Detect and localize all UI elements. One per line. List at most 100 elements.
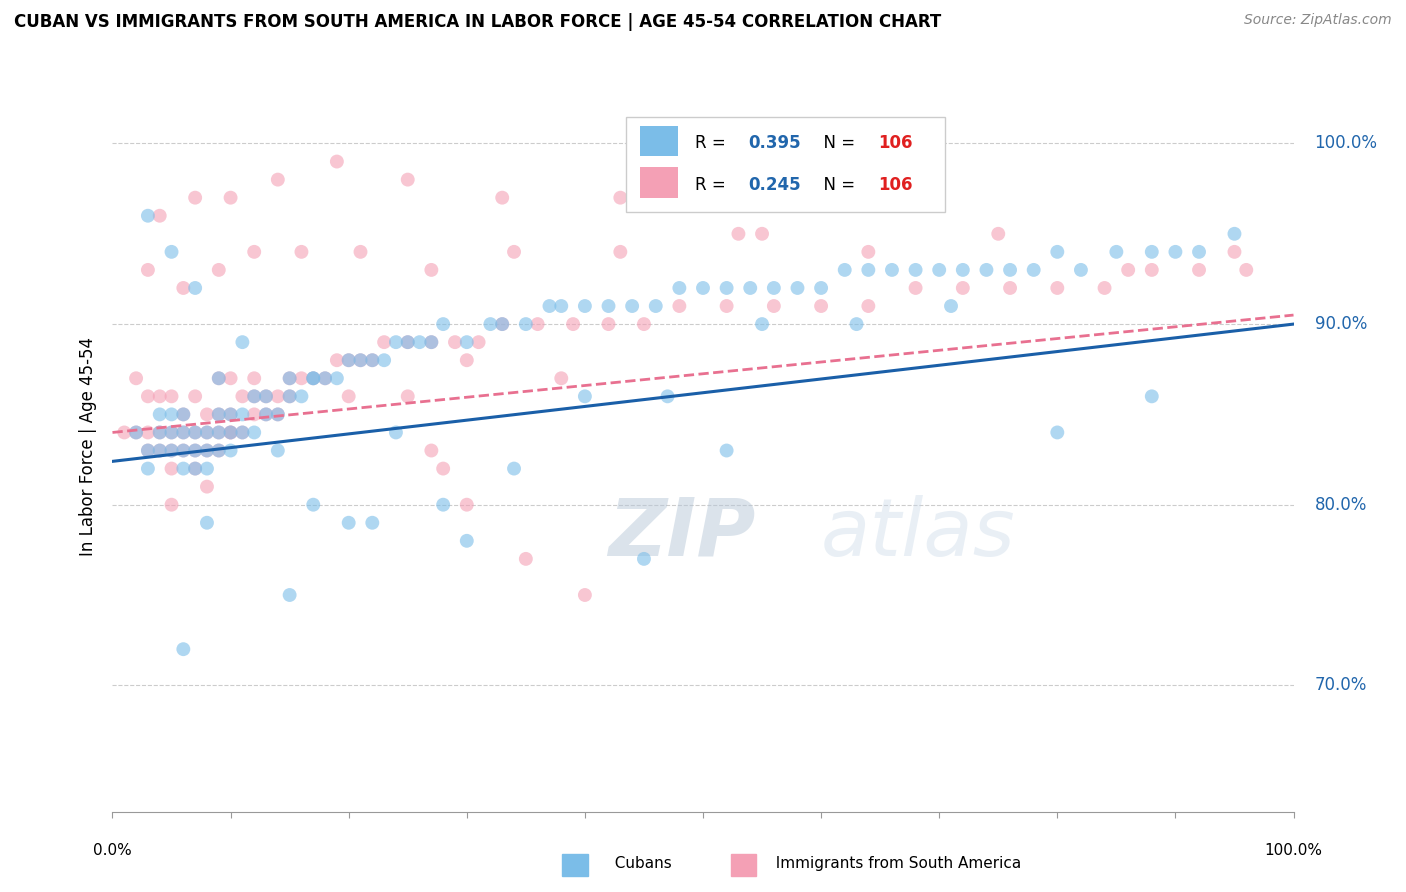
Point xyxy=(160,425,183,440)
Point xyxy=(160,443,183,458)
Point xyxy=(349,353,371,368)
Point xyxy=(396,389,419,403)
Point xyxy=(1140,244,1163,259)
Point xyxy=(278,389,301,403)
Point xyxy=(904,263,927,277)
Point xyxy=(208,263,231,277)
Point xyxy=(574,389,596,403)
Point xyxy=(172,281,194,295)
Text: 80.0%: 80.0% xyxy=(1315,496,1367,514)
Point xyxy=(184,389,207,403)
Point xyxy=(290,244,312,259)
Point xyxy=(432,498,454,512)
Point xyxy=(337,353,360,368)
Point xyxy=(408,335,430,350)
Point xyxy=(219,408,242,422)
Point xyxy=(254,408,277,422)
Text: 106: 106 xyxy=(879,177,912,194)
Point xyxy=(112,425,135,440)
Point xyxy=(149,443,172,458)
Point xyxy=(172,461,194,475)
Point xyxy=(231,389,253,403)
Point xyxy=(172,408,194,422)
Point xyxy=(491,317,513,331)
Point xyxy=(172,408,194,422)
Point xyxy=(136,443,159,458)
Point xyxy=(1223,227,1246,241)
Point xyxy=(337,516,360,530)
Point xyxy=(184,425,207,440)
Point xyxy=(160,389,183,403)
Point xyxy=(420,335,443,350)
Point xyxy=(998,281,1021,295)
Point xyxy=(420,263,443,277)
Text: 106: 106 xyxy=(879,135,912,153)
Point xyxy=(149,443,172,458)
Point xyxy=(208,425,231,440)
Point xyxy=(243,244,266,259)
Text: Cubans: Cubans xyxy=(605,856,671,871)
Point xyxy=(149,389,172,403)
Point xyxy=(184,191,207,205)
Point xyxy=(740,281,762,295)
Text: Source: ZipAtlas.com: Source: ZipAtlas.com xyxy=(1244,13,1392,28)
Text: N =: N = xyxy=(814,135,860,153)
Text: CUBAN VS IMMIGRANTS FROM SOUTH AMERICA IN LABOR FORCE | AGE 45-54 CORRELATION CH: CUBAN VS IMMIGRANTS FROM SOUTH AMERICA I… xyxy=(14,13,941,31)
Point xyxy=(858,299,880,313)
Point xyxy=(219,425,242,440)
Text: Immigrants from South America: Immigrants from South America xyxy=(766,856,1022,871)
Point xyxy=(952,263,974,277)
Point xyxy=(515,317,537,331)
Point xyxy=(314,371,336,385)
Point xyxy=(208,408,231,422)
Point xyxy=(314,371,336,385)
Point xyxy=(125,425,148,440)
Text: ZIP: ZIP xyxy=(609,495,756,573)
Point xyxy=(503,244,526,259)
Bar xyxy=(640,126,678,156)
Point xyxy=(904,281,927,295)
Point xyxy=(278,371,301,385)
Point xyxy=(184,443,207,458)
Point xyxy=(184,461,207,475)
Point xyxy=(172,425,194,440)
Point xyxy=(208,408,231,422)
Point xyxy=(538,299,561,313)
Point xyxy=(149,425,172,440)
Point xyxy=(219,425,242,440)
Text: atlas: atlas xyxy=(821,495,1017,573)
Point xyxy=(149,425,172,440)
Point xyxy=(834,263,856,277)
Point xyxy=(267,408,290,422)
Point xyxy=(550,299,572,313)
Point xyxy=(574,588,596,602)
Point xyxy=(1046,425,1069,440)
Point xyxy=(810,281,832,295)
Point xyxy=(420,335,443,350)
Point xyxy=(503,461,526,475)
Point xyxy=(420,443,443,458)
Point xyxy=(149,408,172,422)
Point xyxy=(326,154,349,169)
Text: 100.0%: 100.0% xyxy=(1315,135,1378,153)
Point xyxy=(361,353,384,368)
Point xyxy=(609,244,631,259)
Point xyxy=(998,263,1021,277)
Point xyxy=(231,425,253,440)
Point xyxy=(1094,281,1116,295)
Point xyxy=(810,299,832,313)
Point xyxy=(657,389,679,403)
Point xyxy=(668,281,690,295)
Point xyxy=(136,443,159,458)
Point xyxy=(302,371,325,385)
Point xyxy=(184,461,207,475)
Text: 0.245: 0.245 xyxy=(748,177,801,194)
Point xyxy=(208,443,231,458)
Point xyxy=(1188,263,1211,277)
Point xyxy=(195,443,218,458)
Point xyxy=(184,425,207,440)
Point xyxy=(267,443,290,458)
Point xyxy=(243,389,266,403)
Point xyxy=(1070,263,1092,277)
Point xyxy=(349,353,371,368)
